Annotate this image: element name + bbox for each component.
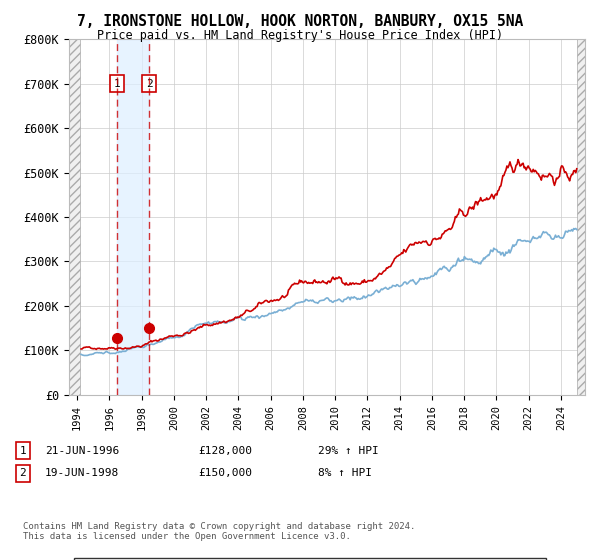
Text: 1: 1 bbox=[19, 446, 26, 456]
Text: 1: 1 bbox=[113, 78, 120, 88]
Bar bbox=[117, 39, 149, 395]
Text: 7, IRONSTONE HOLLOW, HOOK NORTON, BANBURY, OX15 5NA: 7, IRONSTONE HOLLOW, HOOK NORTON, BANBUR… bbox=[77, 14, 523, 29]
Bar bbox=[69, 39, 80, 395]
Legend: 7, IRONSTONE HOLLOW, HOOK NORTON, BANBURY, OX15 5NA (detached house), HPI: Avera: 7, IRONSTONE HOLLOW, HOOK NORTON, BANBUR… bbox=[74, 558, 546, 560]
Text: Contains HM Land Registry data © Crown copyright and database right 2024.
This d: Contains HM Land Registry data © Crown c… bbox=[23, 522, 415, 542]
Text: 8% ↑ HPI: 8% ↑ HPI bbox=[318, 468, 372, 478]
Bar bbox=[577, 39, 600, 395]
Text: 29% ↑ HPI: 29% ↑ HPI bbox=[318, 446, 379, 456]
Text: 2: 2 bbox=[146, 78, 152, 88]
Text: Price paid vs. HM Land Registry's House Price Index (HPI): Price paid vs. HM Land Registry's House … bbox=[97, 29, 503, 42]
Text: 21-JUN-1996: 21-JUN-1996 bbox=[45, 446, 119, 456]
Text: 19-JUN-1998: 19-JUN-1998 bbox=[45, 468, 119, 478]
Text: 2: 2 bbox=[19, 468, 26, 478]
Text: £128,000: £128,000 bbox=[198, 446, 252, 456]
Text: £150,000: £150,000 bbox=[198, 468, 252, 478]
